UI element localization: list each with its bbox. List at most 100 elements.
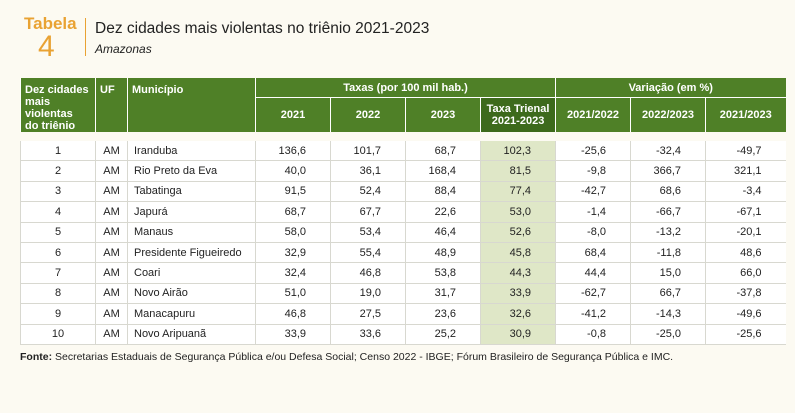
footnote-text: Secretarias Estaduais de Segurança Públi… [55,351,674,363]
footnote: Fonte: Secretarias Estaduais de Seguranç… [20,351,673,363]
group-header: Taxas (por 100 mil hab.) [254,78,556,98]
table-cell: -1,4 [555,201,631,223]
table-row: 3 AM Tabatinga 91,5 52,4 88,4 77,4 -42,7 68,6 -3,… [20,181,786,203]
table-cell: -41,2 [555,303,631,325]
footnote-label: Fonte: [20,351,53,363]
table-cell: Coari [127,262,256,284]
table-cell: 68,7 [255,201,331,223]
header-row: 2021 2022 2023 Taxa Trienal 2021-2023 2021/2… [21,97,786,132]
table-cell: 48,6 [705,242,786,264]
column-header: 2021/2022 [555,97,631,132]
table-cell: 44,4 [555,262,631,284]
table-cell: AM [95,283,128,305]
table-cell: -3,4 [705,181,786,203]
table-cell: 88,4 [405,181,481,203]
table-cell: -66,7 [630,201,706,223]
table-cell: 5 [20,222,96,243]
data-table: Dez cidades mais violentas do triênio UF M… [20,78,786,345]
table-cell: 23,6 [405,303,481,325]
spacer-cell [21,132,786,141]
table-label: Tabela [24,14,77,33]
table-cell: 52,4 [330,181,406,203]
column-header: 2021 [255,97,331,132]
table-cell: 19,0 [330,283,406,305]
table-cell: AM [95,201,128,223]
table-cell: 52,6 [479,222,556,243]
table-row: 7 AM Coari 32,4 46,8 53,8 44,3 44,4 15,0 66,0 [20,262,786,284]
table-cell: 3 [20,181,96,203]
table-cell: AM [95,303,128,325]
table-cell: -37,8 [705,283,786,305]
table-cell: 136,6 [255,141,331,162]
table-cell: -32,4 [630,141,706,162]
table-cell: 7 [20,262,96,284]
table-cell: 168,4 [405,160,481,182]
table-cell: 77,4 [479,181,556,203]
column-header: 2021/2023 [705,97,786,132]
table-cell: Tabatinga [127,181,256,203]
table-cell: 30,9 [479,324,556,345]
table-cell: -20,1 [705,222,786,243]
table-cell: 91,5 [255,181,331,203]
table-cell: 2 [20,160,96,182]
table-cell: 66,7 [630,283,706,305]
table-cell: 46,4 [405,222,481,243]
table-cell: 66,0 [705,262,786,284]
spacer [21,132,786,141]
table-cell: Manaus [127,222,256,243]
table-cell: 48,9 [405,242,481,264]
table-cell: 81,5 [479,160,556,182]
table-cell: 58,0 [255,222,331,243]
table-cell: -49,6 [705,303,786,325]
column-header: UF [95,78,128,132]
table-number: 4 [38,30,55,63]
table-cell: -11,8 [630,242,706,264]
table-cell: 6 [20,242,96,264]
table-cell: 33,9 [479,283,556,305]
table-cell: -67,1 [705,201,786,223]
table-cell: AM [95,324,128,345]
column-header: Município [127,78,256,132]
table-cell: 366,7 [630,160,706,182]
table-row: 8 AM Novo Airão 51,0 19,0 31,7 33,9 -62,7 66,7 -3… [20,283,786,305]
table-cell: Japurá [127,201,256,223]
table-cell: 51,0 [255,283,331,305]
table-cell: 101,7 [330,141,406,162]
table-cell: -0,8 [555,324,631,345]
table-cell: -14,3 [630,303,706,325]
table-cell: 15,0 [630,262,706,284]
table-cell: 67,7 [330,201,406,223]
table-cell: 10 [20,324,96,345]
table-cell: Presidente Figueiredo [127,242,256,264]
table-cell: 40,0 [255,160,331,182]
table-cell: -13,2 [630,222,706,243]
table-cell: -8,0 [555,222,631,243]
table-cell: AM [95,141,128,162]
table-cell: 9 [20,303,96,325]
table-cell: 4 [20,201,96,223]
table-cell: 27,5 [330,303,406,325]
table-cell: 31,7 [405,283,481,305]
table-cell: AM [95,160,128,182]
table-row: 2 AM Rio Preto da Eva 40,0 36,1 168,4 81,5 -9,8… [20,160,786,182]
table-row: 4 AM Japurá 68,7 67,7 22,6 53,0 -1,4 -66,7 -67,1 [20,201,786,223]
table-cell: Rio Preto da Eva [127,160,256,182]
table-cell: 53,4 [330,222,406,243]
table-cell: 33,9 [255,324,331,345]
table-row: 5 AM Manaus 58,0 53,4 46,4 52,6 -8,0 -13,2 -20,1 [20,222,786,243]
table-cell: 68,4 [555,242,631,264]
table-cell: 22,6 [405,201,481,223]
group-header: Variação (em %) [555,78,786,98]
table-cell: 46,8 [330,262,406,284]
table-cell: 46,8 [255,303,331,325]
column-header: 2023 [405,97,481,132]
table-cell: -42,7 [555,181,631,203]
table-cell: Novo Aripuanã [127,324,256,345]
table-cell: AM [95,242,128,264]
table-cell: 32,6 [479,303,556,325]
table-row: 6 AM Presidente Figueiredo 32,9 55,4 48,9 45,8… [20,242,786,264]
table-cell: -25,0 [630,324,706,345]
table-cell: AM [95,181,128,203]
header-row: Dez cidades mais violentas do triênio UF M… [20,78,786,132]
